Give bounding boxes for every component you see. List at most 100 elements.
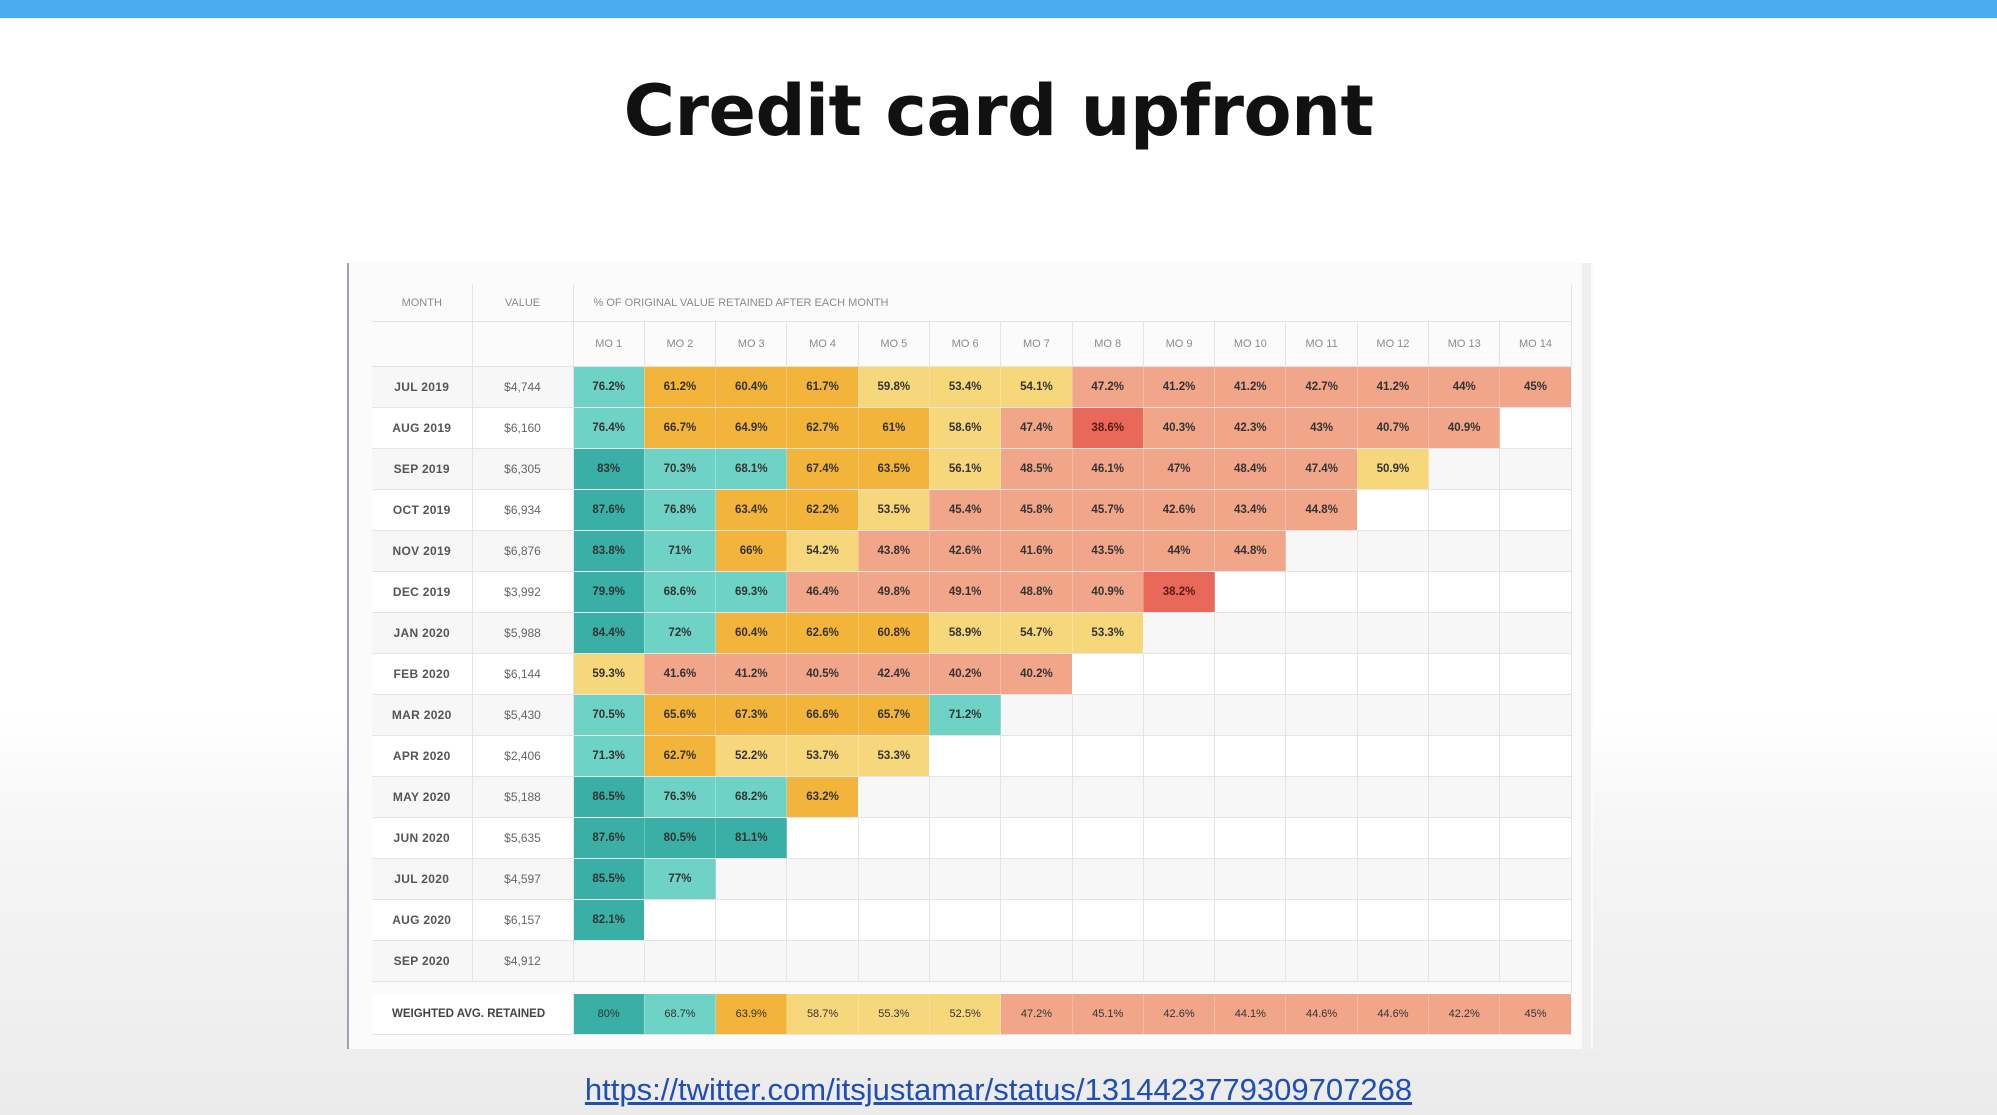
spacer-cell bbox=[372, 981, 1572, 994]
cohort-month: JUN 2020 bbox=[372, 817, 473, 859]
empty-cell bbox=[1428, 571, 1501, 613]
retention-cell: 62.7% bbox=[644, 735, 717, 777]
empty-cell bbox=[1357, 899, 1430, 941]
empty-cell bbox=[929, 899, 1002, 941]
retention-cell: 63.4% bbox=[715, 489, 788, 531]
empty-cell bbox=[1072, 694, 1144, 736]
month-header-mo-12: MO 12 bbox=[1357, 321, 1430, 367]
retention-cell: 41.2% bbox=[1143, 366, 1216, 408]
month-header-mo-5: MO 5 bbox=[858, 321, 930, 367]
retention-cell: 71.3% bbox=[573, 735, 645, 777]
empty-cell bbox=[1499, 489, 1572, 531]
cohort-month: JUL 2020 bbox=[372, 858, 473, 900]
retention-cell: 45.8% bbox=[1000, 489, 1073, 531]
retention-cell: 80.5% bbox=[644, 817, 717, 859]
retention-cell: 49.1% bbox=[929, 571, 1002, 613]
weighted-average-cell: 52.5% bbox=[929, 994, 1002, 1035]
cohort-value: $6,157 bbox=[472, 899, 574, 941]
empty-cell bbox=[1428, 858, 1501, 900]
empty-cell bbox=[1143, 776, 1216, 818]
retention-cell: 50.9% bbox=[1357, 448, 1430, 490]
empty-cell bbox=[1499, 776, 1572, 818]
weighted-average-cell: 68.7% bbox=[644, 994, 717, 1035]
weighted-average-cell: 80% bbox=[573, 994, 645, 1035]
retention-cell: 86.5% bbox=[573, 776, 645, 818]
cohort-value: $6,305 bbox=[472, 448, 574, 490]
retention-cell: 53.3% bbox=[1072, 612, 1144, 654]
cohort-value: $4,597 bbox=[472, 858, 574, 900]
empty-cell bbox=[644, 899, 717, 941]
empty-cell bbox=[786, 899, 859, 941]
empty-cell bbox=[1428, 817, 1501, 859]
retention-cell: 66.7% bbox=[644, 407, 717, 449]
table-row: APR 2020 $2,406 71.3% 62.7% 52.2% 53.7% 53.3% bbox=[372, 735, 1572, 777]
retention-cell: 42.4% bbox=[858, 653, 930, 695]
retention-cell: 62.2% bbox=[786, 489, 859, 531]
retention-cell: 40.2% bbox=[929, 653, 1002, 695]
month-header-mo-10: MO 10 bbox=[1214, 321, 1287, 367]
month-header-mo-9: MO 9 bbox=[1143, 321, 1216, 367]
empty-cell bbox=[1000, 735, 1073, 777]
retention-cell: 62.6% bbox=[786, 612, 859, 654]
empty-cell bbox=[1357, 940, 1430, 982]
weighted-average-cell: 58.7% bbox=[786, 994, 859, 1035]
cohort-value: $6,144 bbox=[472, 653, 574, 695]
cohort-value: $6,934 bbox=[472, 489, 574, 531]
empty-cell bbox=[929, 940, 1002, 982]
retention-cell: 53.5% bbox=[858, 489, 930, 531]
empty-cell bbox=[929, 735, 1002, 777]
empty-cell bbox=[1000, 694, 1073, 736]
table-row: AUG 2019 $6,160 76.4% 66.7% 64.9% 62.7% 61% 58.… bbox=[372, 407, 1572, 449]
empty-cell bbox=[1357, 858, 1430, 900]
retention-cell: 48.4% bbox=[1214, 448, 1287, 490]
cohort-month: JUL 2019 bbox=[372, 366, 473, 408]
cohort-value: $3,992 bbox=[472, 571, 574, 613]
weighted-average-cell: 42.6% bbox=[1143, 994, 1216, 1035]
table-row: NOV 2019 $6,876 83.8% 71% 66% 54.2% 43.8% 42.6%… bbox=[372, 530, 1572, 572]
value-column-header: VALUE bbox=[472, 284, 574, 322]
retention-cell: 63.5% bbox=[858, 448, 930, 490]
retention-cell: 67.3% bbox=[715, 694, 788, 736]
empty-cell bbox=[1143, 817, 1216, 859]
retention-cell: 40.7% bbox=[1357, 407, 1430, 449]
retention-cell: 47.2% bbox=[1072, 366, 1144, 408]
retention-cell: 40.9% bbox=[1428, 407, 1501, 449]
empty-cell bbox=[858, 776, 930, 818]
empty-cell bbox=[1428, 899, 1501, 941]
retention-cell: 82.1% bbox=[573, 899, 645, 941]
retention-cell: 41.2% bbox=[1357, 366, 1430, 408]
retention-cell: 43.4% bbox=[1214, 489, 1287, 531]
table-row: JUL 2020 $4,597 85.5% 77% bbox=[372, 858, 1572, 900]
retention-cell: 70.5% bbox=[573, 694, 645, 736]
retention-cell: 60.4% bbox=[715, 366, 788, 408]
table-row: DEC 2019 $3,992 79.9% 68.6% 69.3% 46.4% 49.8% 4… bbox=[372, 571, 1572, 613]
source-link[interactable]: https://twitter.com/itsjustamar/status/1… bbox=[584, 1072, 1413, 1107]
empty-cell bbox=[1143, 899, 1216, 941]
empty-cell bbox=[858, 817, 930, 859]
retention-cell: 42.3% bbox=[1214, 407, 1287, 449]
retention-cell: 76.2% bbox=[573, 366, 645, 408]
weighted-average-cell: 44.6% bbox=[1357, 994, 1430, 1035]
table-row: MAY 2020 $5,188 86.5% 76.3% 68.2% 63.2% bbox=[372, 776, 1572, 818]
retention-cell: 83% bbox=[573, 448, 645, 490]
retention-cell: 83.8% bbox=[573, 530, 645, 572]
empty-cell bbox=[1072, 899, 1144, 941]
retention-group-header: % OF ORIGINAL VALUE RETAINED AFTER EACH … bbox=[573, 284, 1572, 322]
empty-cell bbox=[858, 858, 930, 900]
empty-cell bbox=[1285, 653, 1358, 695]
top-accent-bar bbox=[0, 0, 1997, 18]
empty-cell bbox=[715, 940, 788, 982]
empty-cell bbox=[1285, 530, 1358, 572]
retention-cell: 60.4% bbox=[715, 612, 788, 654]
retention-cell: 68.1% bbox=[715, 448, 788, 490]
empty-cell bbox=[929, 817, 1002, 859]
retention-cell: 53.7% bbox=[786, 735, 859, 777]
cohort-month: JAN 2020 bbox=[372, 612, 473, 654]
empty-cell bbox=[1285, 612, 1358, 654]
spacer-row bbox=[372, 981, 1572, 994]
month-header-mo-11: MO 11 bbox=[1285, 321, 1358, 367]
retention-cell: 70.3% bbox=[644, 448, 717, 490]
empty-cell bbox=[715, 858, 788, 900]
retention-cell: 58.6% bbox=[929, 407, 1002, 449]
retention-cell: 40.2% bbox=[1000, 653, 1073, 695]
